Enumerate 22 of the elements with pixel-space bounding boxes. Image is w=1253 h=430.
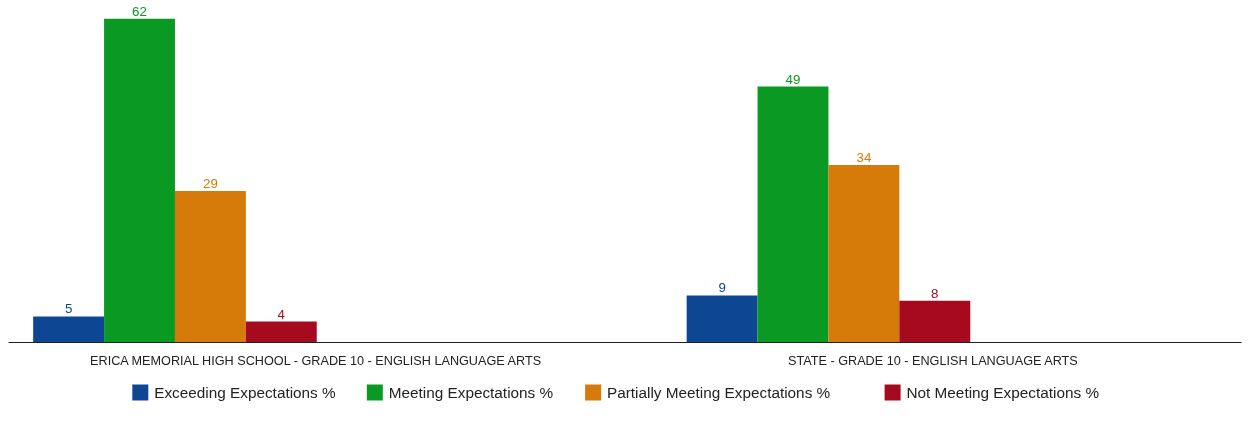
- bar: [245, 321, 317, 343]
- data-label: 5: [64, 301, 73, 317]
- x-tick-label: STATE - GRADE 10 - ENGLISH LANGUAGE ARTS: [788, 353, 1078, 368]
- data-label: 8: [931, 285, 939, 301]
- data-label: 4: [277, 306, 286, 322]
- x-tick-label: ERICA MEMORIAL HIGH SCHOOL - GRADE 10 - ENGLISH LANGUAGE ARTS: [90, 353, 542, 368]
- bar: [757, 86, 829, 343]
- data-label: 49: [785, 71, 801, 87]
- data-label: 34: [856, 149, 872, 165]
- legend-label: Exceeding Expectations %: [154, 384, 337, 401]
- bar: [174, 191, 246, 343]
- data-label: 29: [202, 176, 218, 192]
- data-label: 62: [132, 3, 147, 19]
- bar: [104, 18, 175, 343]
- bar: [899, 300, 971, 343]
- legend-label: Meeting Expectations %: [388, 384, 554, 401]
- legend-label: Not Meeting Expectations %: [906, 384, 1100, 401]
- data-label: 9: [718, 280, 726, 296]
- bar: [828, 164, 900, 343]
- bar: [686, 295, 758, 343]
- bar: [33, 316, 105, 343]
- legend-label: Partially Meeting Expectations %: [606, 384, 831, 401]
